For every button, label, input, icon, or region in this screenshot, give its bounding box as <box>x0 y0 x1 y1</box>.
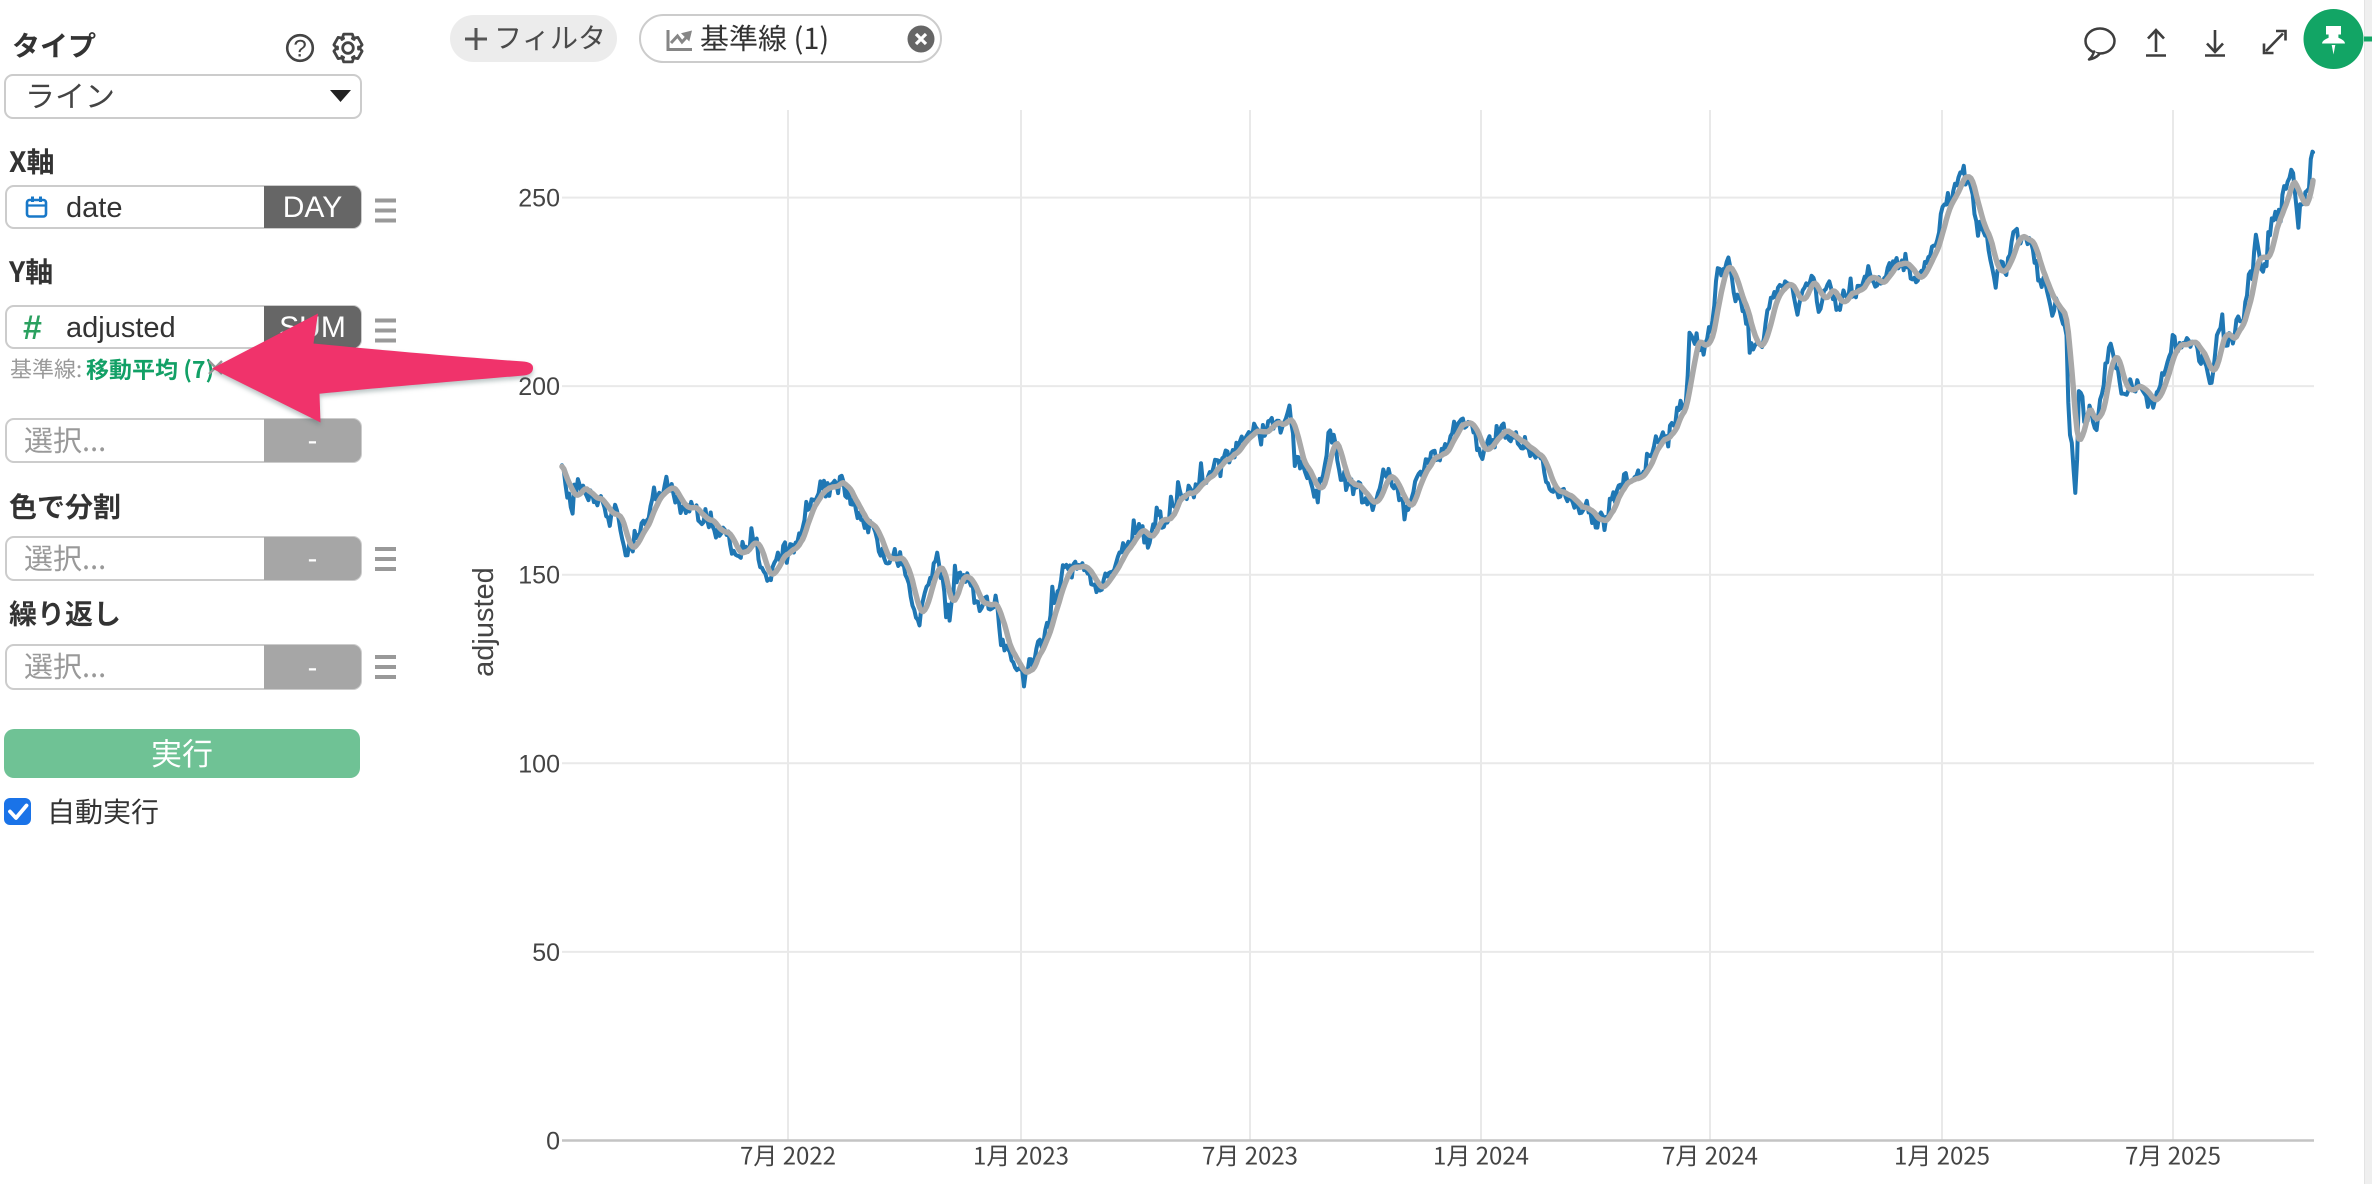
svg-text:adjusted: adjusted <box>66 312 176 344</box>
svg-text:?: ? <box>293 36 306 63</box>
svg-text:#: # <box>23 309 42 347</box>
svg-text:50: 50 <box>532 939 560 967</box>
svg-text:adjusted: adjusted <box>468 567 500 677</box>
svg-text:250: 250 <box>518 185 560 213</box>
svg-text:200: 200 <box>518 373 560 401</box>
svg-text:-: - <box>308 425 318 457</box>
svg-text:0: 0 <box>546 1128 560 1156</box>
svg-text:100: 100 <box>518 750 560 778</box>
svg-text:DAY: DAY <box>283 191 342 224</box>
svg-text:-: - <box>308 652 318 684</box>
svg-text:-: - <box>308 543 318 575</box>
svg-text:150: 150 <box>518 562 560 590</box>
svg-text:date: date <box>66 192 122 224</box>
